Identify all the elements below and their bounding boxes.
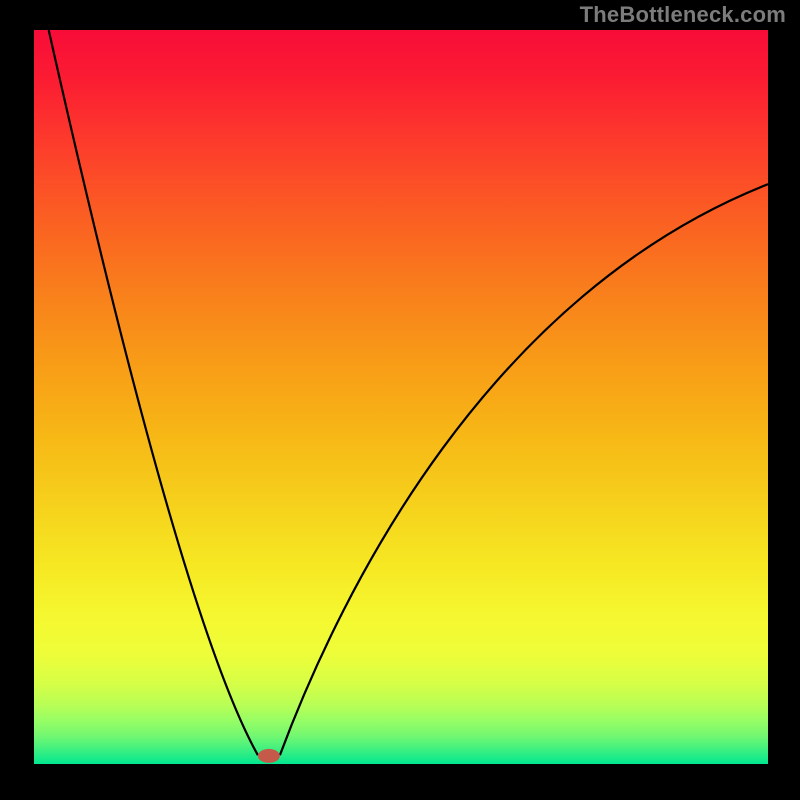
bottleneck-chart — [34, 30, 768, 764]
chart-frame: TheBottleneck.com — [0, 0, 800, 800]
plot-background — [34, 30, 768, 764]
minimum-marker — [258, 749, 280, 763]
watermark-label: TheBottleneck.com — [580, 2, 786, 28]
